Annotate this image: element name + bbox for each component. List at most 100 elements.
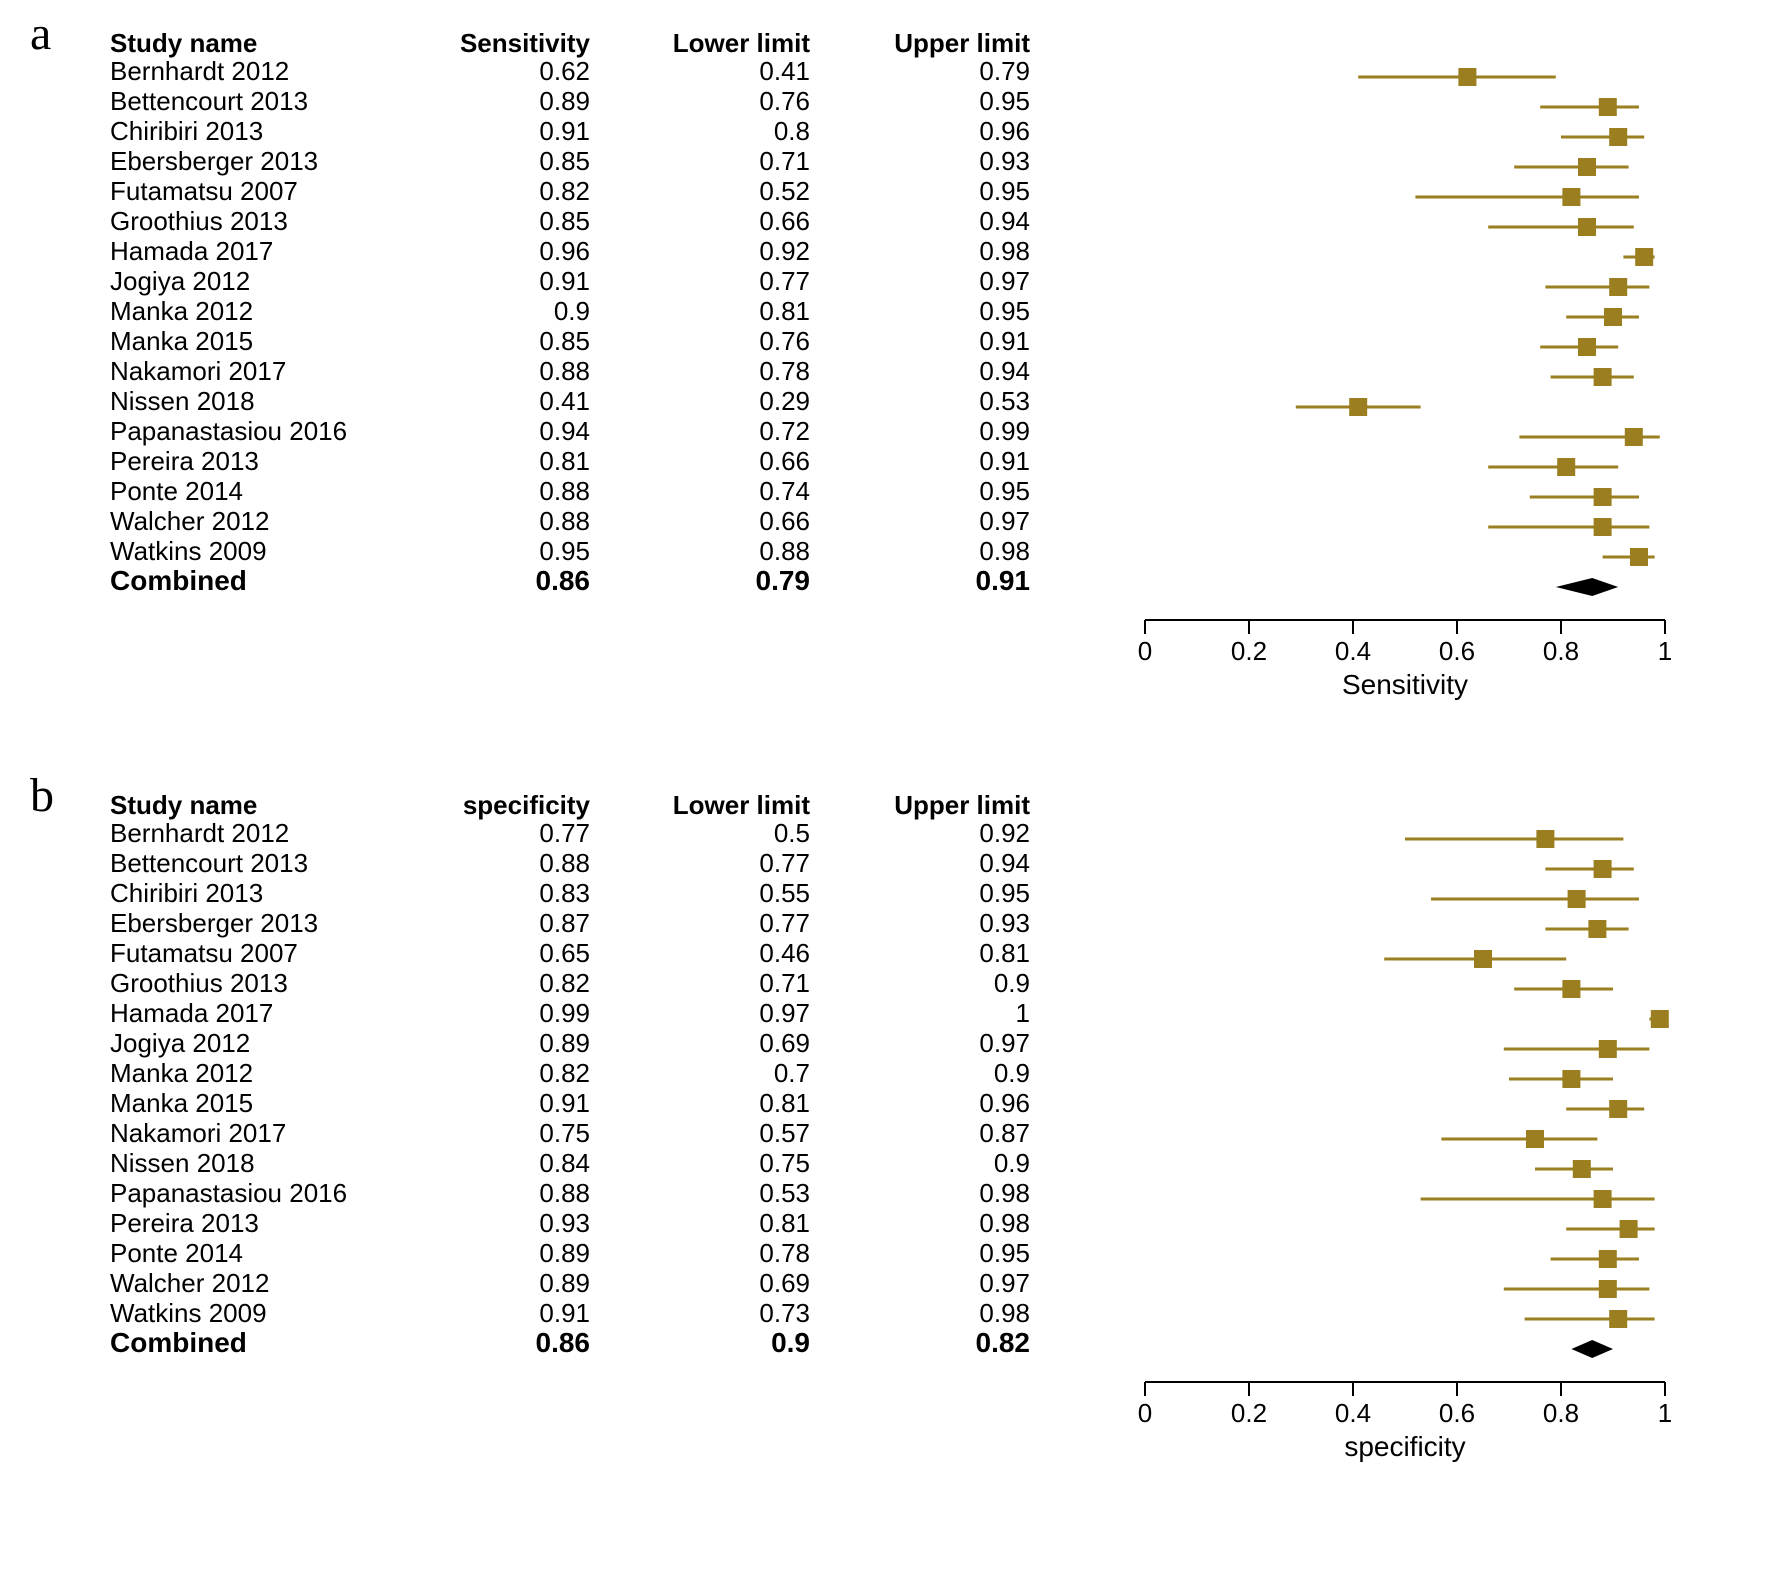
col-header-ll: Lower limit	[590, 792, 810, 818]
table-row: Jogiya 20120.910.770.97	[110, 266, 1030, 296]
cell-ul: 0.9	[810, 1060, 1030, 1086]
cell-ll: 0.75	[590, 1150, 810, 1176]
cell-ll: 0.8	[590, 118, 810, 144]
cell-value: 0.41	[390, 388, 590, 414]
cell-ul: 0.95	[810, 1240, 1030, 1266]
cell-ll: 0.69	[590, 1270, 810, 1296]
col-header-study: Study name	[110, 792, 390, 818]
table-row: Watkins 20090.910.730.98	[110, 1298, 1030, 1328]
table-b: Study name specificity Lower limit Upper…	[110, 792, 1030, 1358]
table-row: Ebersberger 20130.850.710.93	[110, 146, 1030, 176]
table-row: Futamatsu 20070.650.460.81	[110, 938, 1030, 968]
point-marker	[1578, 338, 1596, 356]
col-header-study: Study name	[110, 30, 390, 56]
cell-ll: 0.46	[590, 940, 810, 966]
cell-study: Futamatsu 2007	[110, 178, 390, 204]
cell-ll: 0.78	[590, 1240, 810, 1266]
cell-ul: 0.95	[810, 880, 1030, 906]
cell-value: 0.93	[390, 1210, 590, 1236]
table-a: Study name Sensitivity Lower limit Upper…	[110, 30, 1030, 596]
cell-ll: 0.81	[590, 1090, 810, 1116]
cell-study: Nakamori 2017	[110, 1120, 390, 1146]
cell-study: Papanastasiou 2016	[110, 418, 390, 444]
table-row: Pereira 20130.930.810.98	[110, 1208, 1030, 1238]
table-row: Bernhardt 20120.770.50.92	[110, 818, 1030, 848]
cell-study: Groothius 2013	[110, 970, 390, 996]
cell-value: 0.85	[390, 328, 590, 354]
cell-study: Nissen 2018	[110, 388, 390, 414]
axis-tick-label: 1	[1658, 1398, 1672, 1428]
point-marker	[1620, 1220, 1638, 1238]
panel-label-b: b	[30, 768, 54, 823]
cell-study: Ebersberger 2013	[110, 910, 390, 936]
table-row: Nissen 20180.410.290.53	[110, 386, 1030, 416]
cell-ll: 0.79	[590, 567, 810, 595]
table-row: Pereira 20130.810.660.91	[110, 446, 1030, 476]
axis-tick-label: 0.4	[1335, 1398, 1371, 1428]
table-row: Ebersberger 20130.870.770.93	[110, 908, 1030, 938]
point-marker	[1625, 428, 1643, 446]
cell-value: 0.88	[390, 478, 590, 504]
point-marker	[1562, 980, 1580, 998]
combined-diamond	[1571, 1340, 1613, 1358]
cell-ll: 0.77	[590, 268, 810, 294]
col-header-value: specificity	[390, 792, 590, 818]
cell-ll: 0.88	[590, 538, 810, 564]
cell-ll: 0.92	[590, 238, 810, 264]
cell-study: Chiribiri 2013	[110, 118, 390, 144]
cell-value: 0.87	[390, 910, 590, 936]
cell-ul: 0.82	[810, 1329, 1030, 1357]
table-row: Bernhardt 20120.620.410.79	[110, 56, 1030, 86]
cell-ul: 0.98	[810, 1210, 1030, 1236]
cell-ul: 0.79	[810, 58, 1030, 84]
point-marker	[1609, 128, 1627, 146]
cell-study: Futamatsu 2007	[110, 940, 390, 966]
cell-ll: 0.81	[590, 1210, 810, 1236]
col-header-ul: Upper limit	[810, 792, 1030, 818]
point-marker	[1588, 920, 1606, 938]
table-row: Ponte 20140.880.740.95	[110, 476, 1030, 506]
cell-study: Walcher 2012	[110, 1270, 390, 1296]
cell-ll: 0.71	[590, 970, 810, 996]
cell-ul: 0.81	[810, 940, 1030, 966]
axis-tick-label: 0.6	[1439, 636, 1475, 666]
cell-value: 0.89	[390, 1270, 590, 1296]
cell-value: 0.88	[390, 1180, 590, 1206]
axis-tick-label: 0.2	[1231, 636, 1267, 666]
cell-value: 0.91	[390, 268, 590, 294]
table-row: Nakamori 20170.880.780.94	[110, 356, 1030, 386]
cell-study: Jogiya 2012	[110, 268, 390, 294]
cell-ul: 0.9	[810, 970, 1030, 996]
cell-ul: 0.98	[810, 1180, 1030, 1206]
point-marker	[1594, 488, 1612, 506]
table-row: Nissen 20180.840.750.9	[110, 1148, 1030, 1178]
col-header-value: Sensitivity	[390, 30, 590, 56]
cell-ul: 0.97	[810, 268, 1030, 294]
cell-ul: 0.92	[810, 820, 1030, 846]
cell-ul: 0.97	[810, 508, 1030, 534]
cell-value: 0.95	[390, 538, 590, 564]
cell-value: 0.88	[390, 358, 590, 384]
point-marker	[1604, 308, 1622, 326]
cell-ul: 0.98	[810, 1300, 1030, 1326]
table-row: Manka 20150.910.810.96	[110, 1088, 1030, 1118]
point-marker	[1562, 1070, 1580, 1088]
cell-value: 0.86	[390, 567, 590, 595]
point-marker	[1458, 68, 1476, 86]
table-row: Groothius 20130.820.710.9	[110, 968, 1030, 998]
cell-value: 0.88	[390, 508, 590, 534]
axis-tick-label: 0.8	[1543, 636, 1579, 666]
cell-study: Ebersberger 2013	[110, 148, 390, 174]
panel-label-a: a	[30, 6, 51, 61]
cell-ll: 0.29	[590, 388, 810, 414]
point-marker	[1651, 1010, 1669, 1028]
cell-ll: 0.55	[590, 880, 810, 906]
cell-value: 0.91	[390, 1090, 590, 1116]
cell-study: Groothius 2013	[110, 208, 390, 234]
table-row: Watkins 20090.950.880.98	[110, 536, 1030, 566]
cell-study: Bernhardt 2012	[110, 820, 390, 846]
table-row: Hamada 20170.990.971	[110, 998, 1030, 1028]
point-marker	[1578, 158, 1596, 176]
point-marker	[1594, 860, 1612, 878]
table-header-row: Study name specificity Lower limit Upper…	[110, 792, 1030, 818]
